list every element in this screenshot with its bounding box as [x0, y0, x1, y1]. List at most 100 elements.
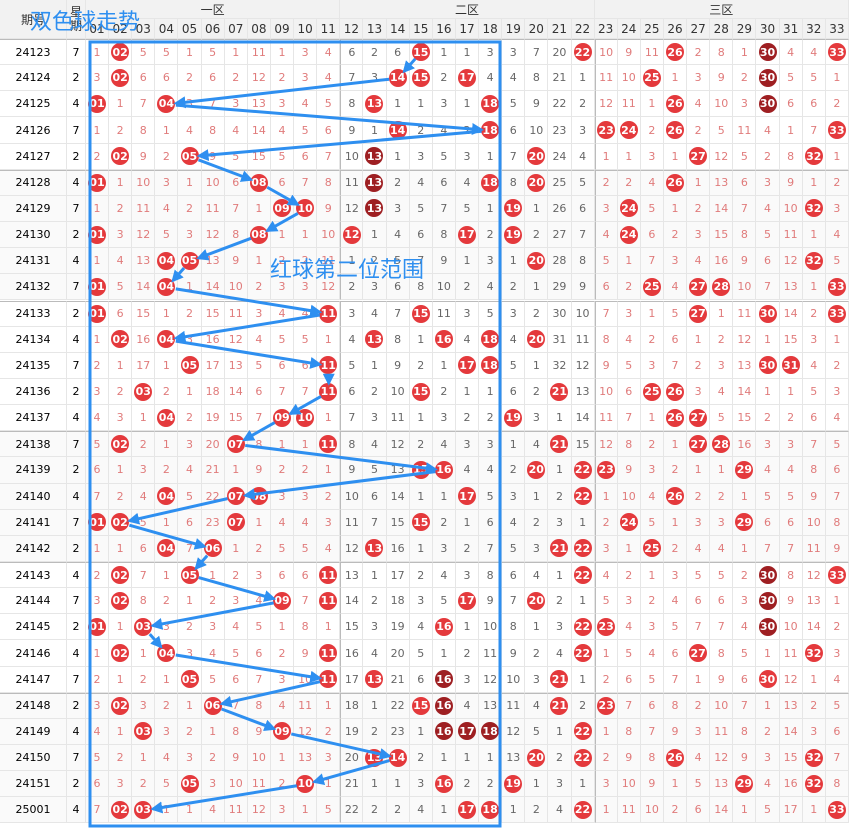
- trend-arrow: [173, 313, 321, 343]
- red-ball: 26: [666, 94, 685, 113]
- week: 4: [67, 169, 86, 196]
- miss-count: 1: [93, 45, 101, 59]
- miss-count: 11: [205, 201, 220, 215]
- red-ball: 33: [827, 277, 846, 296]
- miss-count: 4: [509, 332, 517, 346]
- cell: 3: [386, 195, 410, 223]
- cell: 12: [340, 195, 364, 223]
- cell: 10: [710, 91, 734, 118]
- miss-count: 1: [370, 358, 378, 372]
- week: 4: [67, 91, 86, 118]
- cell: 1: [825, 326, 849, 353]
- miss-count: 5: [509, 97, 517, 111]
- cell: 13: [363, 169, 387, 196]
- miss-count: 3: [509, 45, 517, 59]
- cell: 1: [479, 143, 503, 170]
- cell: 5: [132, 39, 156, 66]
- miss-count: 5: [139, 45, 147, 59]
- red-ball: 02: [111, 43, 130, 62]
- cell: 2: [109, 117, 133, 144]
- miss-count: 2: [417, 358, 425, 372]
- red-ball: 17: [457, 225, 476, 244]
- issue: 24125: [0, 91, 67, 118]
- cell: 18: [479, 326, 503, 353]
- cell: 3: [294, 274, 318, 301]
- miss-count: 2: [486, 228, 494, 242]
- miss-count: 4: [509, 71, 517, 85]
- red-ball: 01: [88, 277, 107, 296]
- issue: 24124: [0, 65, 67, 92]
- zone-header: 三区: [594, 0, 849, 19]
- cell: 7: [571, 222, 595, 249]
- miss-count: 1: [186, 280, 194, 294]
- cell: 3: [155, 169, 179, 196]
- column-header: 33: [825, 19, 849, 39]
- miss-count: 6: [740, 176, 748, 190]
- cell: 5: [825, 248, 849, 275]
- red-ball: 24: [619, 121, 638, 139]
- cell: 1: [386, 91, 410, 118]
- miss-count: 1: [625, 254, 633, 268]
- cell: 2: [525, 300, 549, 327]
- miss-count: 2: [370, 45, 378, 59]
- miss-count: 7: [602, 307, 610, 321]
- miss-count: 1: [394, 97, 402, 111]
- miss-count: 8: [209, 123, 217, 137]
- cell: 3: [432, 91, 456, 118]
- cell: 1: [155, 300, 179, 327]
- miss-count: 1: [509, 254, 517, 268]
- cell: 1: [109, 91, 133, 118]
- cell: 2: [664, 222, 688, 249]
- cell: 4: [363, 300, 387, 327]
- miss-count: 12: [251, 71, 266, 85]
- miss-count: 3: [671, 254, 679, 268]
- cell: 6: [201, 65, 225, 92]
- issue: 24129: [0, 195, 67, 223]
- cell: 27: [687, 274, 711, 301]
- cell: 33: [825, 300, 849, 327]
- miss-count: 5: [301, 123, 309, 137]
- red-ball: 15: [411, 68, 430, 87]
- trend-arrow: [127, 497, 228, 525]
- miss-count: 24: [552, 149, 567, 163]
- cell: 8: [386, 326, 410, 353]
- cell: 10: [733, 274, 757, 301]
- cell: 1: [178, 39, 202, 66]
- miss-count: 1: [417, 332, 425, 346]
- cell: 10: [594, 39, 618, 66]
- miss-count: 2: [532, 228, 540, 242]
- cell: 11: [201, 195, 225, 223]
- miss-count: 4: [301, 307, 309, 321]
- cell: 1: [109, 169, 133, 196]
- cell: 16: [432, 326, 456, 353]
- miss-count: 4: [787, 45, 795, 59]
- miss-count: 5: [648, 201, 656, 215]
- cell: 01: [86, 222, 110, 249]
- column-header: 01: [86, 19, 110, 39]
- cell: 2: [386, 169, 410, 196]
- miss-count: 2: [625, 280, 633, 294]
- cell: 1: [779, 117, 803, 144]
- miss-count: 3: [625, 307, 633, 321]
- miss-count: 5: [486, 307, 494, 321]
- cell: 3: [594, 195, 618, 223]
- issue: 24127: [0, 143, 67, 170]
- miss-count: 5: [324, 97, 332, 111]
- miss-count: 2: [278, 254, 286, 268]
- trend-arrow: [245, 443, 438, 475]
- miss-count: 16: [205, 332, 220, 346]
- column-header: 13: [363, 19, 387, 39]
- cell: 5: [594, 248, 618, 275]
- cell: 3: [294, 39, 318, 66]
- cell: 10: [317, 222, 341, 249]
- cell: 1: [479, 195, 503, 223]
- miss-count: 4: [324, 71, 332, 85]
- red-ball: 32: [804, 251, 823, 270]
- red-ball: 12: [342, 225, 361, 244]
- cell: 5: [733, 143, 757, 170]
- miss-count: 15: [136, 307, 151, 321]
- cell: 5: [294, 117, 318, 144]
- miss-count: 10: [228, 280, 243, 294]
- cell: 7: [132, 91, 156, 118]
